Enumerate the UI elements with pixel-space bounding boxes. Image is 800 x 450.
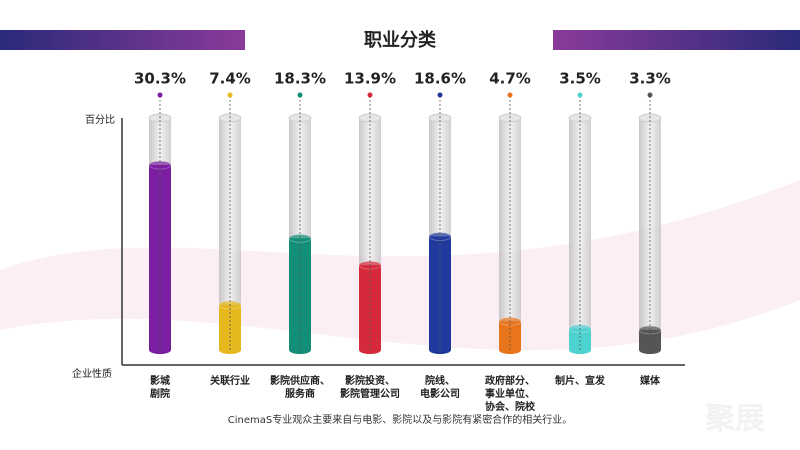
bar: [569, 328, 591, 350]
x-tick-label: 关联行业: [210, 376, 250, 387]
background-swoosh: [0, 180, 800, 351]
y-axis-label: 百分比: [85, 114, 115, 126]
x-tick-label: 影院供应商、 服务商: [270, 376, 330, 400]
label-dot: [297, 92, 303, 98]
chart-title: 职业分类: [364, 29, 437, 51]
label-dot: [227, 92, 233, 98]
footnote: CinemaS专业观众主要来自与电影、影院以及与影院有紧密合作的相关行业。: [228, 413, 572, 426]
label-dot: [367, 92, 373, 98]
x-tick-label: 媒体: [640, 376, 660, 387]
value-label: 3.3%: [629, 70, 671, 88]
label-dot: [157, 92, 163, 98]
value-label: 18.6%: [414, 70, 466, 88]
label-dot: [647, 92, 653, 98]
x-tick-label: 制片、宣发: [555, 376, 605, 387]
bar: [359, 265, 381, 350]
x-tick-label: 政府部分、 事业单位、 协会、院校: [485, 376, 535, 413]
value-label: 18.3%: [274, 70, 326, 88]
label-dot: [437, 92, 443, 98]
value-label: 4.7%: [489, 70, 531, 88]
bar: [639, 329, 661, 350]
x-axis-label: 企业性质: [72, 367, 112, 380]
bar: [499, 321, 521, 350]
value-label: 30.3%: [134, 70, 186, 88]
value-label: 13.9%: [344, 70, 396, 88]
header-band: [553, 30, 800, 50]
x-tick-label: 影院投资、 影院管理公司: [340, 376, 400, 400]
value-label: 7.4%: [209, 70, 251, 88]
value-label: 3.5%: [559, 70, 601, 88]
bar: [289, 238, 311, 350]
watermark: 聚展: [704, 402, 765, 437]
bar: [219, 304, 241, 350]
x-tick-label: 影城 剧院: [150, 376, 170, 400]
label-dot: [577, 92, 583, 98]
label-dot: [507, 92, 513, 98]
bar-top: [288, 233, 312, 243]
x-tick-label: 院线、 电影公司: [420, 376, 460, 400]
header-band: [0, 30, 245, 50]
